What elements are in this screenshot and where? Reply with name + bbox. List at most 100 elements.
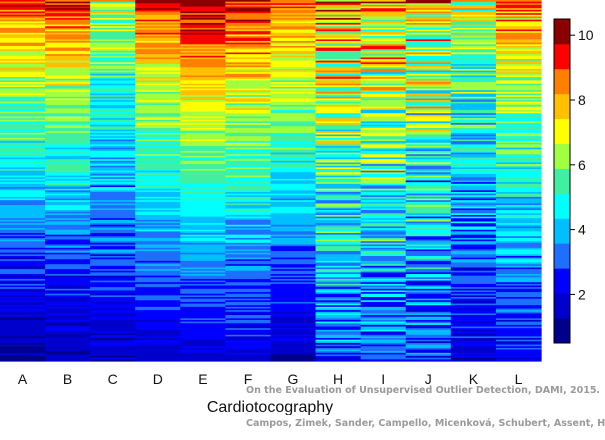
heatmap-cell — [360, 37, 407, 40]
heatmap-cell — [180, 106, 227, 109]
heatmap-cell — [90, 242, 136, 246]
heatmap-cell — [495, 293, 542, 296]
heatmap-cell — [450, 85, 497, 88]
heatmap-cell — [315, 201, 362, 205]
colorbar-tick-label: 8 — [578, 92, 586, 108]
heatmap-cell — [495, 106, 542, 109]
heatmap-cell — [0, 85, 46, 88]
heatmap-cell — [0, 22, 46, 26]
heatmap-cell — [225, 62, 272, 65]
heatmap-cell — [270, 183, 317, 187]
heatmap-cell — [270, 305, 317, 308]
heatmap-cell — [90, 37, 136, 40]
heatmap-cell — [495, 9, 542, 13]
heatmap-cell — [180, 114, 227, 118]
heatmap-cell — [495, 219, 542, 223]
heatmap-column-A — [0, 0, 46, 362]
heatmap-cell — [315, 285, 362, 288]
heatmap-cell — [450, 14, 497, 18]
heatmap-cell — [0, 303, 46, 306]
heatmap-cell — [90, 223, 136, 226]
heatmap-cell — [90, 228, 136, 231]
heatmap-cell — [45, 65, 91, 68]
heatmap-cell — [405, 136, 452, 139]
heatmap-cell — [270, 301, 317, 305]
heatmap-cell — [45, 239, 91, 242]
heatmap-cell — [405, 52, 452, 55]
heatmap-cell — [270, 19, 317, 22]
heatmap-cell — [180, 277, 227, 280]
heatmap-cell — [450, 311, 497, 315]
heatmap-cell — [225, 150, 272, 154]
heatmap-cell — [270, 292, 317, 295]
heatmap-cell — [135, 346, 181, 349]
heatmap-cell — [315, 249, 362, 252]
heatmap-cell — [270, 64, 317, 67]
heatmap-cell — [90, 82, 136, 85]
heatmap-cell — [315, 88, 362, 91]
heatmap-cell — [45, 297, 91, 300]
heatmap-cell — [135, 147, 181, 150]
heatmap-cell — [360, 252, 407, 255]
heatmap-cell — [180, 344, 227, 347]
heatmap-cell — [450, 318, 497, 321]
heatmap-cell — [180, 187, 227, 190]
heatmap-cell — [225, 283, 272, 287]
heatmap-cell — [225, 274, 272, 277]
heatmap-cell — [225, 65, 272, 68]
heatmap-cell — [270, 318, 317, 321]
heatmap-cell — [90, 49, 136, 52]
heatmap-cell — [315, 149, 362, 152]
heatmap-cell — [45, 249, 91, 252]
heatmap-cell — [45, 305, 91, 308]
heatmap-cell — [450, 356, 497, 359]
heatmap-cell — [90, 105, 136, 108]
heatmap-cell — [360, 311, 407, 315]
heatmap-cell — [180, 274, 227, 277]
heatmap-cell — [45, 121, 91, 124]
heatmap-cell — [360, 41, 407, 44]
heatmap-cell — [135, 196, 181, 200]
heatmap-cell — [135, 211, 181, 214]
heatmap-cell — [315, 173, 362, 177]
heatmap-cell — [225, 201, 272, 205]
heatmap-cell — [0, 357, 46, 360]
heatmap-cell — [225, 241, 272, 244]
heatmap-cell — [405, 3, 452, 6]
heatmap-cell — [225, 280, 272, 283]
heatmap-cell — [315, 255, 362, 259]
heatmap-cell — [225, 27, 272, 31]
heatmap-cell — [495, 287, 542, 290]
heatmap-cell — [405, 54, 452, 57]
heatmap-cell — [450, 11, 497, 14]
heatmap-cell — [450, 272, 497, 275]
heatmap-cell — [360, 193, 407, 196]
heatmap-cell — [270, 50, 317, 54]
heatmap-cell — [270, 257, 317, 260]
heatmap-cell — [135, 54, 181, 57]
heatmap-cell — [135, 172, 181, 175]
heatmap-cell — [225, 41, 272, 44]
heatmap-cell — [270, 98, 317, 101]
heatmap-cell — [495, 338, 542, 341]
heatmap-cell — [270, 267, 317, 270]
heatmap-cell — [270, 280, 317, 283]
heatmap-cell — [180, 251, 227, 254]
heatmap-cell — [405, 223, 452, 226]
heatmap-cell — [450, 162, 497, 165]
heatmap-cell — [360, 208, 407, 211]
heatmap-cell — [225, 321, 272, 324]
heatmap-cell — [225, 31, 272, 34]
heatmap-cell — [135, 319, 181, 323]
heatmap-cell — [405, 277, 452, 280]
heatmap-cell — [45, 68, 91, 72]
heatmap-cell — [270, 170, 317, 173]
heatmap-cell — [135, 98, 181, 101]
heatmap-cell — [450, 65, 497, 68]
heatmap-cell — [495, 154, 542, 157]
heatmap-cell — [360, 206, 407, 209]
heatmap-cell — [90, 196, 136, 200]
colorbar-segment — [554, 318, 570, 344]
heatmap-cell — [495, 113, 542, 116]
heatmap-cell — [0, 50, 46, 54]
